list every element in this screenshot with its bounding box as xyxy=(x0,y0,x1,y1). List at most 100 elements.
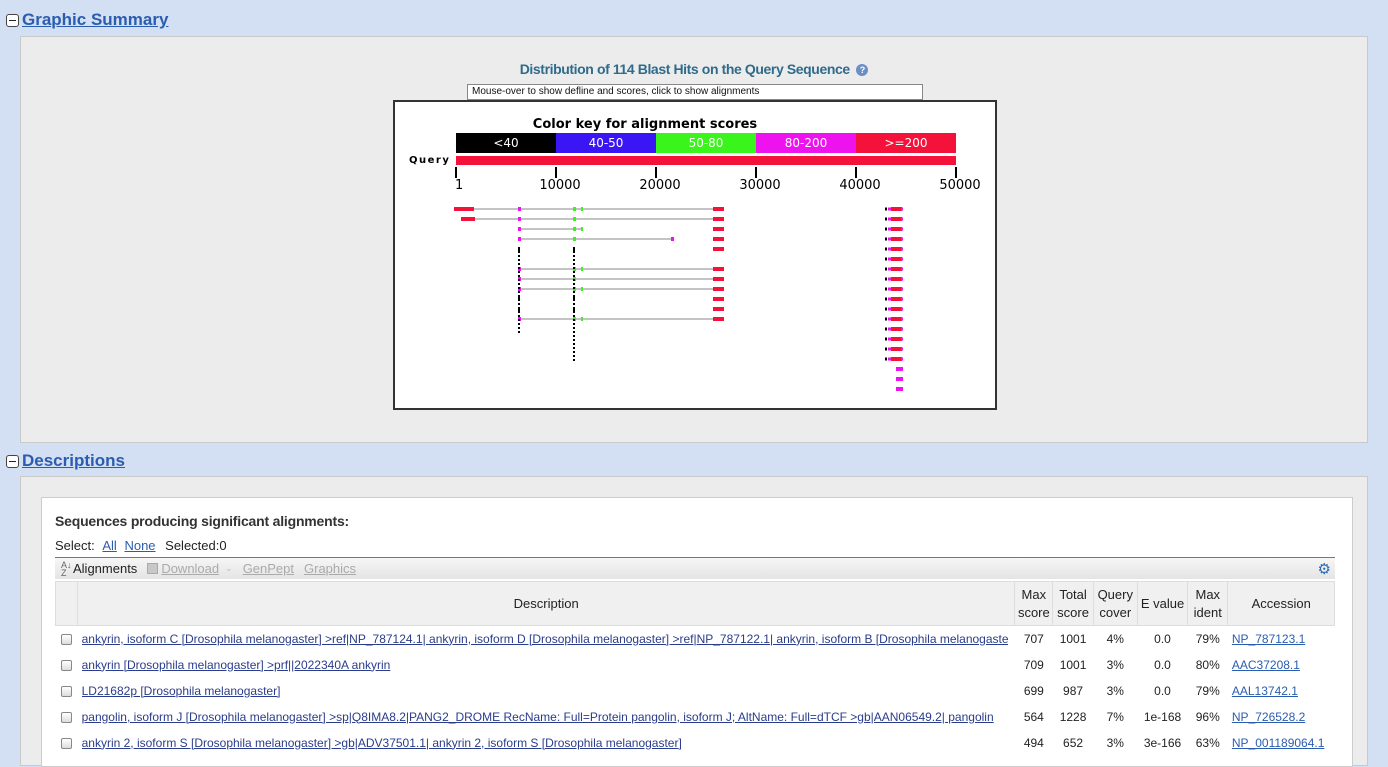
col-header-query-cover[interactable]: Query cover xyxy=(1092,581,1138,626)
collapse-toggle-icon[interactable] xyxy=(6,13,19,27)
chevron-down-icon[interactable]: ⌄ xyxy=(225,563,233,573)
hit-segment[interactable] xyxy=(573,323,575,325)
hit-segment[interactable] xyxy=(888,317,891,321)
hit-segment[interactable] xyxy=(573,339,575,341)
hit-segment[interactable] xyxy=(573,331,575,333)
hit-segment[interactable] xyxy=(885,317,887,321)
hit-segment[interactable] xyxy=(573,287,575,289)
hit-segment[interactable] xyxy=(518,247,520,251)
hit-segment[interactable] xyxy=(713,247,724,251)
hit-segment[interactable] xyxy=(888,347,891,351)
hit-segment[interactable] xyxy=(891,297,902,301)
hit-segment[interactable] xyxy=(896,377,903,381)
hit-segment[interactable] xyxy=(885,267,887,271)
hit-segment[interactable] xyxy=(573,217,576,221)
row-checkbox[interactable] xyxy=(61,737,73,749)
hit-segment[interactable] xyxy=(573,303,575,305)
hit-segment[interactable] xyxy=(573,295,575,297)
hit-segment[interactable] xyxy=(885,337,887,341)
hit-segment[interactable] xyxy=(885,247,887,251)
hit-segment[interactable] xyxy=(891,317,902,321)
hit-segment[interactable] xyxy=(888,357,891,361)
hit-segment[interactable] xyxy=(713,307,724,311)
hit-segment[interactable] xyxy=(896,387,903,391)
hit-segment[interactable] xyxy=(518,279,520,281)
accession-link[interactable]: NP_001189064.1 xyxy=(1231,735,1325,750)
hit-segment[interactable] xyxy=(518,217,521,221)
hit-segment[interactable] xyxy=(573,237,576,241)
hit-segment[interactable] xyxy=(891,287,902,291)
hit-segment[interactable] xyxy=(461,217,475,221)
hit-segment[interactable] xyxy=(518,307,520,309)
select-all-link[interactable]: All xyxy=(102,538,117,553)
hit-segment[interactable] xyxy=(518,283,520,285)
hit-segment[interactable] xyxy=(573,347,575,349)
graphic-summary-title[interactable]: Graphic Summary xyxy=(22,10,169,29)
hit-segment[interactable] xyxy=(885,357,887,361)
hit-segment[interactable] xyxy=(573,207,576,211)
hit-segment[interactable] xyxy=(573,247,575,251)
hit-segment[interactable] xyxy=(671,237,674,241)
hit-segment[interactable] xyxy=(885,227,887,231)
hit-segment[interactable] xyxy=(888,287,891,291)
hit-segment[interactable] xyxy=(885,237,887,241)
row-checkbox[interactable] xyxy=(61,711,73,723)
graphics-button[interactable]: Graphics xyxy=(304,561,357,576)
hit-segment[interactable] xyxy=(901,317,903,321)
hit-segment[interactable] xyxy=(888,217,891,221)
hit-segment[interactable] xyxy=(896,367,903,371)
hit-segment[interactable] xyxy=(901,267,903,271)
hit-segment[interactable] xyxy=(888,207,891,211)
hit-segment[interactable] xyxy=(713,287,724,291)
hit-segment[interactable] xyxy=(888,277,891,281)
accession-link[interactable]: AAC37208.1 xyxy=(1231,657,1300,672)
hit-segment[interactable] xyxy=(573,355,575,357)
hit-segment[interactable] xyxy=(518,331,520,333)
col-header-e-value[interactable]: E value xyxy=(1136,581,1189,626)
hit-segment[interactable] xyxy=(581,287,583,291)
hit-segment[interactable] xyxy=(713,297,724,301)
description-link[interactable]: ankyrin, isoform C [Drosophila melanogas… xyxy=(81,631,1008,646)
hit-segment[interactable] xyxy=(713,267,724,271)
hit-segment[interactable] xyxy=(573,259,575,261)
hit-segment[interactable] xyxy=(573,291,575,293)
hit-segment[interactable] xyxy=(891,337,902,341)
hit-segment[interactable] xyxy=(573,351,575,353)
hit-segment[interactable] xyxy=(901,357,903,361)
col-header-description[interactable]: Description xyxy=(77,581,1016,626)
hit-segment[interactable] xyxy=(891,257,902,261)
hit-segment[interactable] xyxy=(885,287,887,291)
hit-segment[interactable] xyxy=(885,307,887,311)
hit-segment[interactable] xyxy=(713,277,724,281)
hit-segment[interactable] xyxy=(891,237,902,241)
hit-segment[interactable] xyxy=(581,267,583,271)
hit-segment[interactable] xyxy=(901,247,903,251)
hit-segment[interactable] xyxy=(885,257,887,261)
description-link[interactable]: pangolin, isoform J [Drosophila melanoga… xyxy=(81,709,994,724)
hit-segment[interactable] xyxy=(518,303,520,305)
hit-segment[interactable] xyxy=(454,207,474,211)
hit-segment[interactable] xyxy=(891,267,902,271)
hit-segment[interactable] xyxy=(901,327,903,331)
hit-segment[interactable] xyxy=(573,275,575,277)
hit-segment[interactable] xyxy=(888,267,891,271)
hit-segment[interactable] xyxy=(573,299,575,301)
sort-icon[interactable]: A↓ Z xyxy=(61,559,72,578)
row-checkbox[interactable] xyxy=(61,685,73,697)
col-header-max-ident[interactable]: Max ident xyxy=(1187,581,1229,626)
hit-segment[interactable] xyxy=(888,227,891,231)
hit-segment[interactable] xyxy=(901,207,903,211)
hit-segment[interactable] xyxy=(518,237,521,241)
hit-segment[interactable] xyxy=(891,207,902,211)
accession-link[interactable]: NP_726528.2 xyxy=(1231,709,1306,724)
hit-segment[interactable] xyxy=(885,297,887,301)
hit-segment[interactable] xyxy=(713,227,724,231)
description-link[interactable]: ankyrin [Drosophila melanogaster] >prf||… xyxy=(81,657,391,672)
accession-link[interactable]: NP_787123.1 xyxy=(1231,631,1306,646)
hit-segment[interactable] xyxy=(573,307,575,309)
hit-segment[interactable] xyxy=(518,311,520,313)
hit-segment[interactable] xyxy=(888,327,891,331)
hit-segment[interactable] xyxy=(888,247,891,251)
hit-segment[interactable] xyxy=(573,327,575,329)
hit-segment[interactable] xyxy=(891,247,902,251)
